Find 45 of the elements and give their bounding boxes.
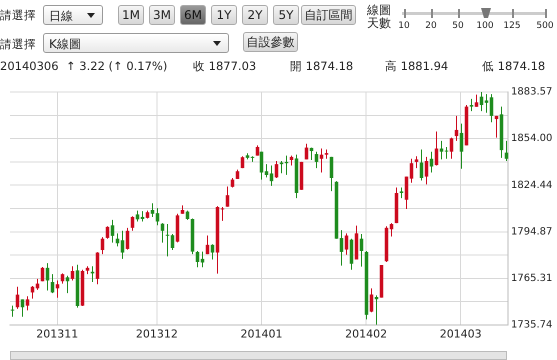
text: 收 1877.03 xyxy=(193,59,256,73)
settings-button: 自設參數 xyxy=(243,32,298,52)
y-tick-label: 1765.31 xyxy=(511,272,552,284)
candlestick xyxy=(150,202,154,218)
text: 20140306 xyxy=(0,59,59,73)
candlestick xyxy=(504,140,508,162)
toggle-button: 1Y xyxy=(211,5,237,25)
y-tick-label: 1883.57 xyxy=(511,86,552,98)
x-tick-label: 201402 xyxy=(345,327,388,340)
text: 100 xyxy=(475,21,495,31)
x-tick-label: 201401 xyxy=(240,327,282,340)
y-tick-label: 1794.87 xyxy=(511,226,552,238)
toggle-button: 2Y xyxy=(242,5,268,25)
text: 低 1874.18 xyxy=(482,59,546,73)
toggle-button: 3M xyxy=(149,5,175,25)
candlestick xyxy=(484,94,488,114)
text: 10 xyxy=(397,21,411,31)
text: ↑ 3.22 (↑ 0.17%) xyxy=(66,59,168,73)
toggle-button: 6M xyxy=(180,5,206,25)
text: 請選擇 xyxy=(0,8,36,22)
toggle-button: 自訂區間 xyxy=(301,5,356,25)
text: 20 xyxy=(424,21,438,31)
toggle-button: 5Y xyxy=(273,5,299,25)
x-tick-label: 201311 xyxy=(36,327,78,340)
text: 開 1874.18 xyxy=(290,59,354,73)
candlestick xyxy=(160,222,164,244)
y-tick-label: 1824.44 xyxy=(511,180,552,191)
text: 線圖天數 xyxy=(367,3,392,30)
text: 50 xyxy=(451,21,465,31)
y-tick-label: 1854.00 xyxy=(511,133,552,144)
candlestick xyxy=(320,148,324,173)
candlestick xyxy=(36,278,40,290)
text: 500 xyxy=(535,21,555,31)
y-tick-label: 1735.74 xyxy=(511,320,552,331)
select-field: K線圖 xyxy=(43,33,229,53)
candlestick xyxy=(56,280,60,298)
candlestick xyxy=(116,232,120,247)
text: 125 xyxy=(502,21,522,31)
x-tick-label: 201403 xyxy=(440,327,482,340)
text: 高 1881.94 xyxy=(385,59,448,73)
toggle-button: 1M xyxy=(118,5,144,25)
text: 請選擇 xyxy=(0,37,36,51)
x-tick-label: 201312 xyxy=(136,327,178,340)
candlestick xyxy=(264,164,268,178)
select-field: 日線 xyxy=(43,5,103,25)
